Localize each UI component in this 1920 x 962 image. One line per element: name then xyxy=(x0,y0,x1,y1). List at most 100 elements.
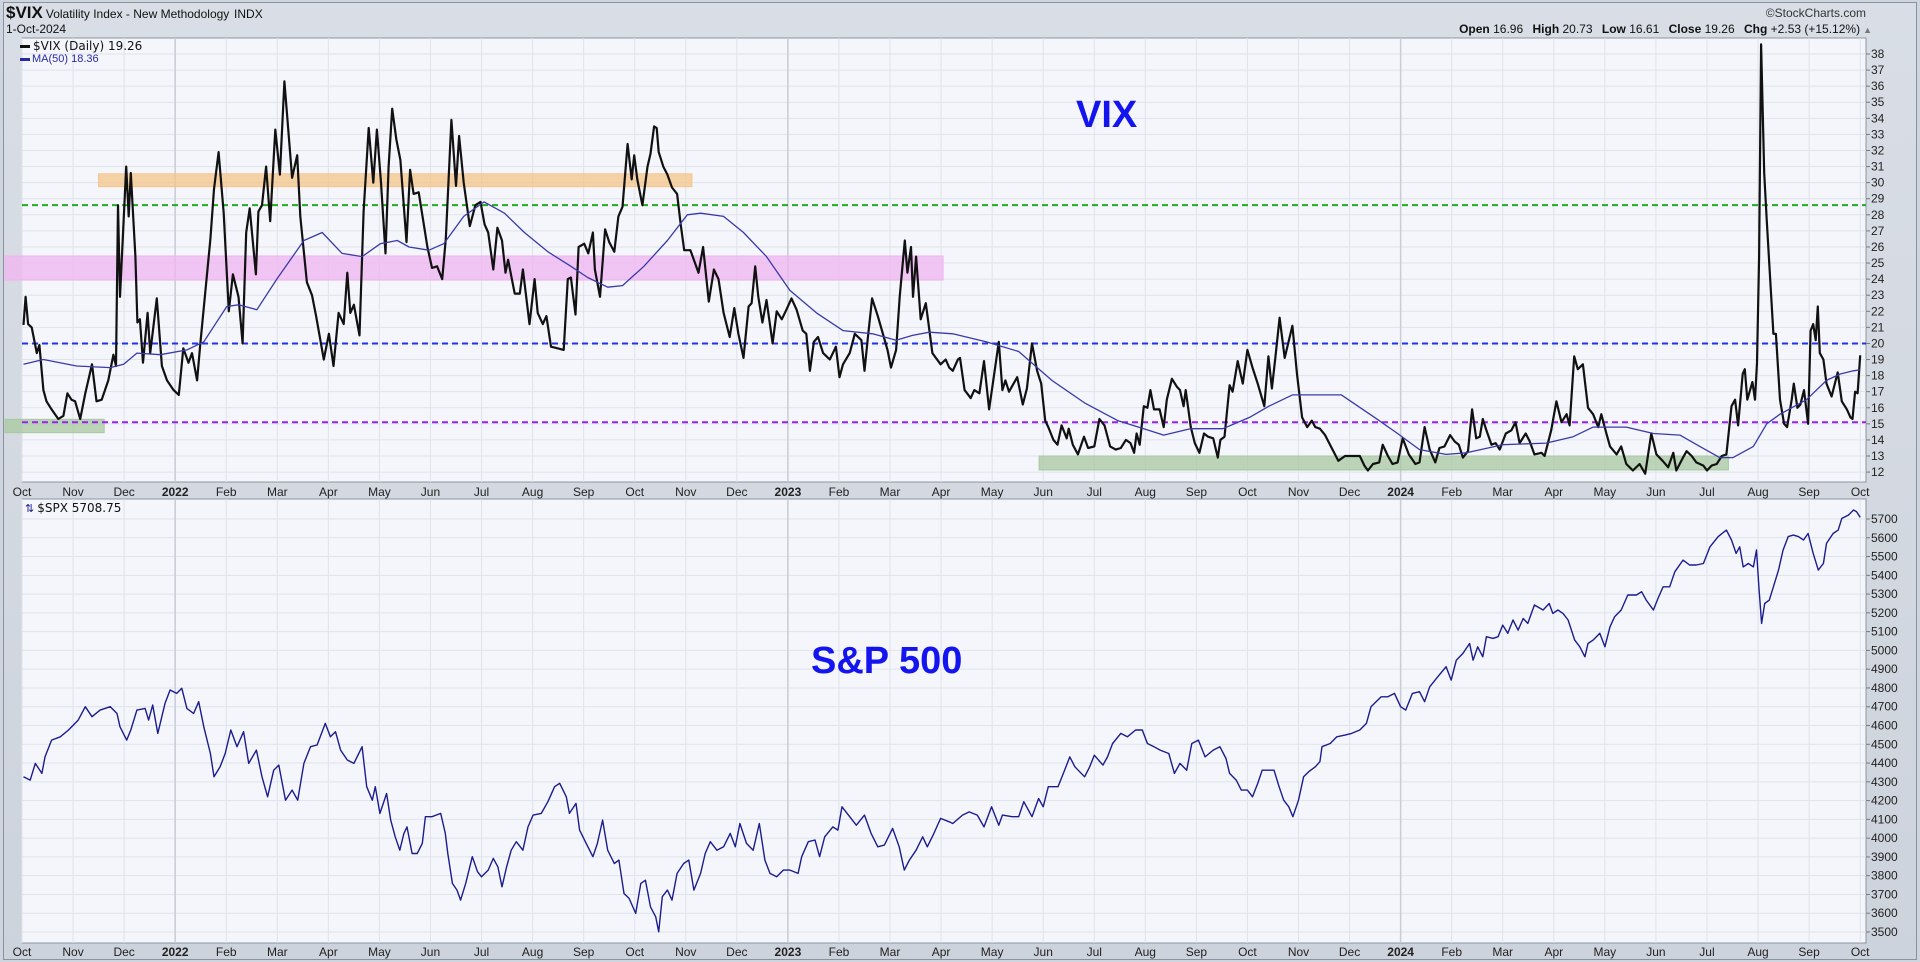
vix-y-tick-label: 26 xyxy=(1871,240,1885,254)
vix-x-tick-label: May xyxy=(1594,485,1617,499)
vix-x-tick-label: Jun xyxy=(421,485,440,499)
vix-y-tick-label: 14 xyxy=(1871,433,1885,447)
vix-y-tick-label: 21 xyxy=(1871,320,1885,334)
vix-y-tick-label: 17 xyxy=(1871,385,1885,399)
spx-annotation: S&P 500 xyxy=(811,640,963,682)
vix-y-tick-label: 34 xyxy=(1871,111,1885,125)
spx-x-tick-label: May xyxy=(981,945,1004,959)
spx-x-tick-label: Jul xyxy=(1699,945,1714,959)
spx-x-tick-label: Oct xyxy=(1851,945,1870,959)
spx-y-tick-label: 5300 xyxy=(1871,587,1898,601)
spx-x-tick-label: Jun xyxy=(1646,945,1665,959)
spx-plot-area xyxy=(21,498,1867,944)
vix-x-tick-label: May xyxy=(981,485,1004,499)
vix-x-tick-label: Sep xyxy=(573,485,595,499)
vix-x-tick-label: Apr xyxy=(1544,485,1563,499)
vix-x-tick-label: Sep xyxy=(1798,485,1820,499)
chart-date: 1-Oct-2024 xyxy=(6,22,67,36)
vix-x-tick-label: Sep xyxy=(1186,485,1208,499)
spx-x-tick-label: Sep xyxy=(1186,945,1208,959)
vix-x-tick-label: Aug xyxy=(522,485,543,499)
vix-x-tick-label: Dec xyxy=(726,485,747,499)
spx-x-tick-label: Dec xyxy=(726,945,747,959)
green-band xyxy=(4,418,105,434)
spx-y-tick-label: 3500 xyxy=(1871,925,1898,939)
spx-y-tick-label: 5500 xyxy=(1871,550,1898,564)
copyright: ©StockCharts.com xyxy=(1765,6,1866,20)
vix-x-tick-label: 2023 xyxy=(775,485,802,499)
spx-x-tick-label: Oct xyxy=(1238,945,1257,959)
spx-y-tick-label: 4600 xyxy=(1871,719,1898,733)
spx-legend: ⇅ $SPX 5708.75 xyxy=(25,501,121,515)
vix-x-tick-label: Jul xyxy=(474,485,489,499)
vix-x-tick-label: Aug xyxy=(1747,485,1768,499)
high-label: High xyxy=(1532,22,1560,36)
vix-y-tick-label: 32 xyxy=(1871,143,1885,157)
ohlc-bars-icon: ⇅ xyxy=(25,502,35,515)
ma-legend-label: MA(50) 18.36 xyxy=(32,53,99,65)
ma-legend-swatch-icon xyxy=(20,57,30,61)
vix-x-tick-label: Oct xyxy=(1238,485,1257,499)
spx-x-tick-label: 2024 xyxy=(1387,945,1414,959)
vix-x-tick-label: Apr xyxy=(319,485,338,499)
spx-x-tick-label: Feb xyxy=(829,945,850,959)
vix-y-tick-label: 22 xyxy=(1871,304,1885,318)
collapse-triangle-icon[interactable]: ▲ xyxy=(1863,25,1872,35)
spx-x-tick-label: Jun xyxy=(1034,945,1053,959)
spx-x-tick-label: Jul xyxy=(474,945,489,959)
spx-y-tick-label: 4400 xyxy=(1871,756,1898,770)
spx-y-tick-label: 3900 xyxy=(1871,850,1898,864)
spx-x-tick-label: Jul xyxy=(1087,945,1102,959)
vix-y-tick-label: 15 xyxy=(1871,417,1885,431)
close-label: Close xyxy=(1668,22,1702,36)
vix-y-tick-label: 30 xyxy=(1871,176,1885,190)
spx-y-tick-label: 4100 xyxy=(1871,812,1898,826)
exchange: INDX xyxy=(234,7,263,21)
vix-x-tick-label: 2024 xyxy=(1387,485,1414,499)
vix-x-tick-label: Jun xyxy=(1646,485,1665,499)
vix-y-tick-label: 28 xyxy=(1871,208,1885,222)
spx-y-tick-label: 3600 xyxy=(1871,906,1898,920)
spx-x-tick-label: Jun xyxy=(421,945,440,959)
open-value: 16.96 xyxy=(1493,22,1524,36)
spx-x-tick-label: Apr xyxy=(319,945,338,959)
spx-x-tick-label: 2023 xyxy=(775,945,802,959)
spx-y-tick-label: 3800 xyxy=(1871,869,1898,883)
vix-y-tick-label: 36 xyxy=(1871,79,1885,93)
vix-y-tick-label: 29 xyxy=(1871,192,1885,206)
vix-y-tick-label: 13 xyxy=(1871,449,1885,463)
vix-x-tick-label: Mar xyxy=(267,485,288,499)
chg-label: Chg xyxy=(1744,22,1768,36)
symbol: $VIX xyxy=(6,3,43,22)
vix-y-tick-label: 31 xyxy=(1871,160,1885,174)
ma50-line xyxy=(23,201,1861,459)
vix-x-tick-label: Oct xyxy=(625,485,644,499)
pink-band xyxy=(4,255,944,281)
spx-x-tick-label: 2022 xyxy=(162,945,189,959)
spx-x-tick-label: May xyxy=(1594,945,1617,959)
vix-x-tick-label: Feb xyxy=(1441,485,1462,499)
spx-y-tick-label: 5200 xyxy=(1871,606,1898,620)
spx-x-tick-label: Mar xyxy=(880,945,901,959)
spx-x-tick-label: Apr xyxy=(932,945,951,959)
vix-x-tick-label: Aug xyxy=(1135,485,1156,499)
vix-x-tick-label: Jul xyxy=(1699,485,1714,499)
chg-value: +2.53 (+15.12%) xyxy=(1770,22,1861,36)
spx-legend-label: $SPX 5708.75 xyxy=(37,501,122,515)
symbol-title: $VIX Volatility Index - New Methodology I… xyxy=(6,3,263,23)
spx-y-tick-label: 4300 xyxy=(1871,775,1898,789)
vix-legend: $VIX (Daily) 19.26 xyxy=(20,39,142,53)
vix-x-tick-label: Oct xyxy=(1851,485,1870,499)
spx-y-tick-label: 5000 xyxy=(1871,643,1898,657)
spx-y-tick-label: 4700 xyxy=(1871,700,1898,714)
spx-y-tick-label: 5400 xyxy=(1871,568,1898,582)
green-band xyxy=(1038,455,1729,471)
vix-x-tick-label: Feb xyxy=(829,485,850,499)
vix-y-tick-label: 23 xyxy=(1871,288,1885,302)
spx-line xyxy=(23,509,1861,933)
spx-x-tick-label: Dec xyxy=(113,945,134,959)
vix-x-tick-label: Nov xyxy=(1288,485,1309,499)
spx-x-tick-label: Mar xyxy=(1492,945,1513,959)
vix-x-tick-label: Jul xyxy=(1087,485,1102,499)
